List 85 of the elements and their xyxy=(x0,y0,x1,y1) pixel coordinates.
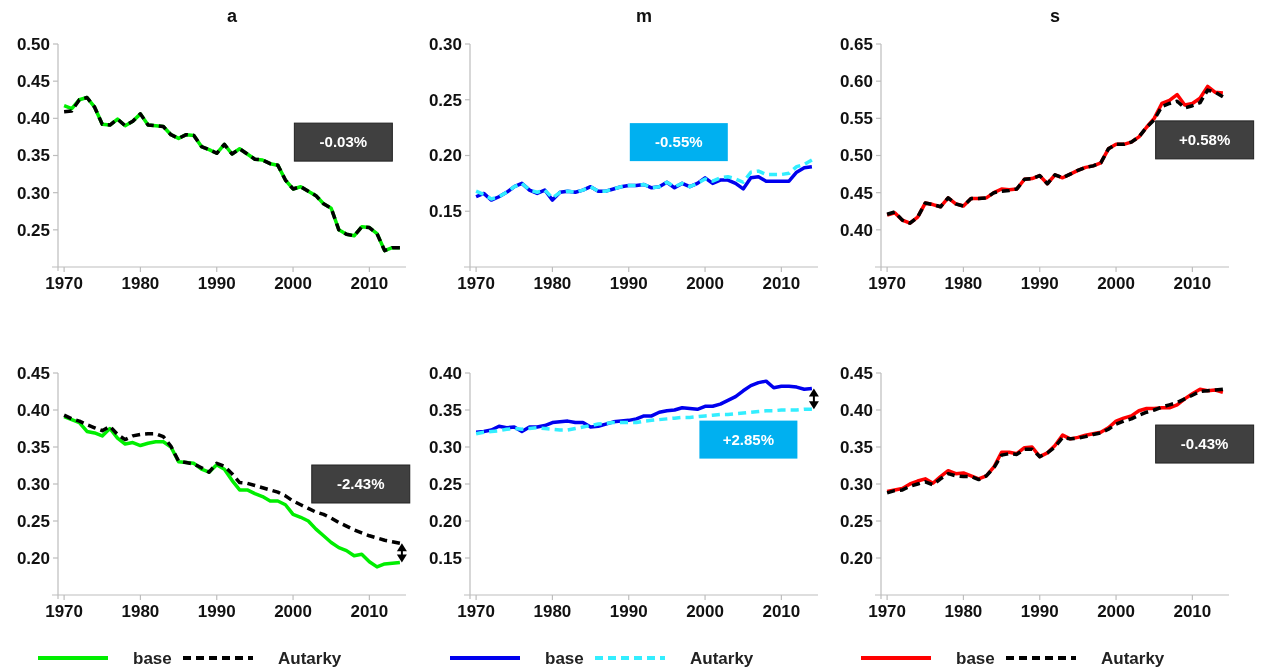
y-tick-label: 0.60 xyxy=(839,72,873,92)
y-tick-label: 0.40 xyxy=(428,363,462,383)
x-tick-label: 2010 xyxy=(1173,274,1212,293)
chart-title: m xyxy=(635,6,653,26)
y-tick-label: 0.40 xyxy=(16,109,50,129)
annotation: -0.55% xyxy=(655,133,703,151)
x-tick-label: 1970 xyxy=(45,274,84,293)
x-tick-label: 2000 xyxy=(274,602,312,621)
x-tick-label: 1980 xyxy=(121,602,160,621)
callout-box: -0.03% xyxy=(293,122,393,162)
x-tick-label: 1970 xyxy=(868,602,907,621)
y-tick-label: 0.30 xyxy=(428,34,462,54)
x-tick-label: 2000 xyxy=(686,274,724,293)
chart-title: s xyxy=(1049,6,1061,26)
y-tick-label: 0.20 xyxy=(16,548,50,568)
x-tick-label: 1980 xyxy=(533,274,572,293)
x-tick-label: 1970 xyxy=(868,274,907,293)
y-tick-label: 0.45 xyxy=(16,363,50,383)
x-tick-label: 2000 xyxy=(274,274,312,293)
x-tick-label: 2000 xyxy=(1097,274,1135,293)
x-tick-label: 2010 xyxy=(350,602,389,621)
y-tick-label: 0.40 xyxy=(16,400,50,420)
callout-box: -0.43% xyxy=(1155,424,1255,464)
x-tick-label: 1980 xyxy=(533,602,572,621)
y-tick-label: 0.20 xyxy=(428,146,462,166)
y-tick-label: 0.45 xyxy=(839,183,873,203)
y-tick-label: 0.50 xyxy=(16,34,50,54)
y-tick-label: 0.25 xyxy=(428,90,462,110)
y-tick-label: 0.30 xyxy=(16,474,50,494)
y-tick-label: 0.15 xyxy=(428,202,462,222)
x-tick-label: 1990 xyxy=(1020,274,1059,293)
y-tick-label: 0.35 xyxy=(16,146,50,166)
x-tick-label: 1980 xyxy=(121,274,160,293)
x-tick-label: 2010 xyxy=(762,602,801,621)
annotation: -0.43% xyxy=(1180,435,1229,453)
y-tick-label: 0.40 xyxy=(839,400,873,420)
y-tick-label: 0.45 xyxy=(839,363,873,383)
legend-label: base xyxy=(133,649,172,668)
x-tick-label: 2000 xyxy=(1097,602,1135,621)
x-tick-label: 1980 xyxy=(944,602,983,621)
y-tick-label: 0.35 xyxy=(16,437,50,457)
x-tick-label: 1990 xyxy=(609,274,648,293)
y-tick-label: 0.25 xyxy=(839,511,873,531)
y-tick-label: 0.35 xyxy=(839,437,873,457)
y-tick-label: 0.30 xyxy=(16,183,50,203)
x-tick-label: 1970 xyxy=(45,602,84,621)
legend-label: Autarky xyxy=(690,649,754,668)
legend-label: base xyxy=(545,649,584,668)
x-tick-label: 2010 xyxy=(350,274,389,293)
y-tick-label: 0.65 xyxy=(839,34,873,54)
legend-label: Autarky xyxy=(1101,649,1165,668)
x-tick-label: 2010 xyxy=(1173,602,1212,621)
y-tick-label: 0.40 xyxy=(839,220,873,240)
annotation: +0.58% xyxy=(1178,131,1231,149)
x-tick-label: 1970 xyxy=(457,602,496,621)
y-tick-label: 0.20 xyxy=(839,548,873,568)
x-tick-label: 1990 xyxy=(197,602,236,621)
x-tick-label: 1990 xyxy=(609,602,648,621)
callout-box: +0.58% xyxy=(1155,120,1255,160)
callout-box: -0.55% xyxy=(629,123,728,162)
y-tick-label: 0.20 xyxy=(428,511,462,531)
legend-label: base xyxy=(956,649,995,668)
y-tick-label: 0.50 xyxy=(839,146,873,166)
annotation: +2.85% xyxy=(722,430,775,448)
y-tick-label: 0.25 xyxy=(428,474,462,494)
callout-box: +2.85% xyxy=(699,420,798,459)
x-tick-label: 1970 xyxy=(457,274,496,293)
y-tick-label: 0.30 xyxy=(839,474,873,494)
y-tick-label: 0.35 xyxy=(428,400,462,420)
y-tick-label: 0.45 xyxy=(16,72,50,92)
y-tick-label: 0.55 xyxy=(839,109,873,129)
legend-label: Autarky xyxy=(278,649,342,668)
x-tick-label: 1980 xyxy=(944,274,983,293)
x-tick-label: 1990 xyxy=(1020,602,1059,621)
x-tick-label: 2000 xyxy=(686,602,724,621)
chart-title: a xyxy=(226,6,238,26)
annotation: -2.43% xyxy=(336,475,385,493)
y-tick-label: 0.25 xyxy=(16,220,50,240)
x-tick-label: 2010 xyxy=(762,274,801,293)
y-tick-label: 0.30 xyxy=(428,437,462,457)
y-tick-label: 0.25 xyxy=(16,511,50,531)
x-tick-label: 1990 xyxy=(197,274,236,293)
y-tick-label: 0.15 xyxy=(428,548,462,568)
callout-box: -2.43% xyxy=(311,464,411,504)
annotation: -0.03% xyxy=(319,133,368,151)
